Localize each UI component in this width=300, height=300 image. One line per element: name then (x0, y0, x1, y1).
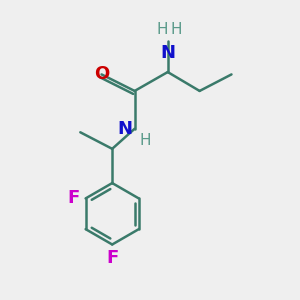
Text: H: H (170, 22, 182, 37)
Text: F: F (68, 189, 80, 207)
Text: N: N (117, 120, 132, 138)
Text: N: N (160, 44, 175, 62)
Text: F: F (106, 249, 118, 267)
Text: O: O (94, 65, 109, 83)
Text: H: H (140, 134, 151, 148)
Text: H: H (156, 22, 168, 37)
